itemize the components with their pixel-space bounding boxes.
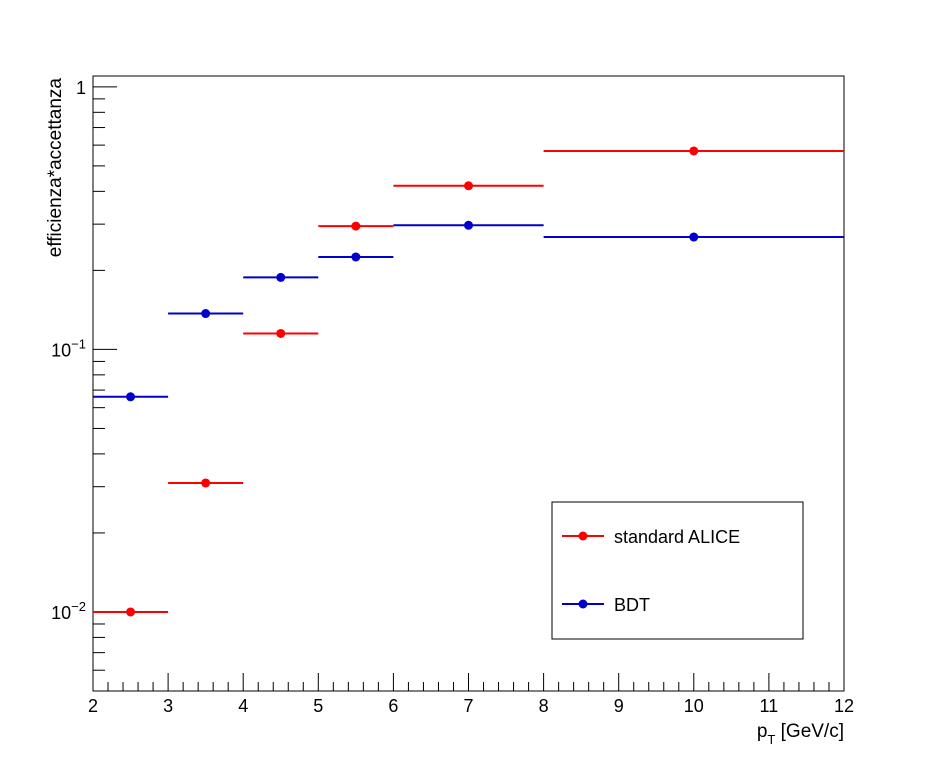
y-tick-label-exponent: −2: [71, 599, 86, 614]
x-tick-label: 2: [88, 696, 98, 716]
data-point-standard-alice: [126, 607, 136, 617]
legend: standard ALICE BDT: [551, 501, 804, 640]
series-bdt: [93, 220, 844, 402]
x-tick-label: 9: [614, 696, 624, 716]
y-tick-label: 10−1: [51, 336, 86, 360]
y-tick-label-base: 1: [76, 78, 86, 98]
data-point-standard-alice: [276, 328, 286, 338]
y-tick-label-exponent: −1: [71, 336, 86, 351]
legend-marker-standard-alice: [578, 531, 588, 541]
y-tick-label: 10−2: [51, 599, 86, 623]
data-point-standard-alice: [689, 146, 699, 156]
y-axis-label: efficienza*accettanza: [45, 78, 66, 258]
x-tick-label: 5: [313, 696, 323, 716]
data-point-bdt: [351, 252, 361, 262]
x-tick-label: 3: [163, 696, 173, 716]
data-point-bdt: [464, 220, 473, 230]
data-point-bdt: [276, 272, 286, 282]
x-tick-label: 8: [539, 696, 549, 716]
x-tick-label: 11: [760, 696, 779, 716]
y-axis-ticks: [93, 86, 117, 692]
x-tick-label: 6: [388, 696, 398, 716]
data-point-bdt: [689, 232, 699, 242]
y-tick-label-base: 10: [51, 603, 71, 623]
series-layer: [93, 146, 844, 617]
data-point-standard-alice: [351, 221, 361, 231]
legend-box: [551, 501, 804, 640]
data-point-standard-alice: [201, 478, 211, 488]
series-standard-alice: [93, 146, 844, 617]
x-tick-label: 7: [463, 696, 473, 716]
y-tick-label-base: 10: [51, 340, 71, 360]
data-point-bdt: [201, 309, 211, 319]
legend-marker-bdt: [578, 599, 588, 609]
y-axis-tick-labels: 10−210−11: [51, 78, 86, 623]
legend-label-standard-alice: standard ALICE: [614, 527, 740, 547]
x-axis-label-main: p: [757, 721, 768, 742]
x-axis-label-subscript: T: [767, 732, 775, 747]
x-tick-label: 4: [238, 696, 248, 716]
x-axis-label: pT [GeV/c]: [757, 721, 844, 747]
data-point-standard-alice: [464, 181, 473, 191]
y-tick-label: 1: [76, 78, 86, 98]
x-tick-label: 12: [834, 696, 854, 716]
x-axis-tick-labels: 2 3 4 5 6 7 8 9 10 11 12: [88, 696, 854, 716]
x-axis-ticks: [92, 673, 845, 691]
x-axis-label-unit: [GeV/c]: [775, 721, 844, 742]
data-point-bdt: [126, 392, 136, 402]
x-tick-label: 10: [684, 696, 704, 716]
legend-label-bdt: BDT: [614, 595, 650, 615]
